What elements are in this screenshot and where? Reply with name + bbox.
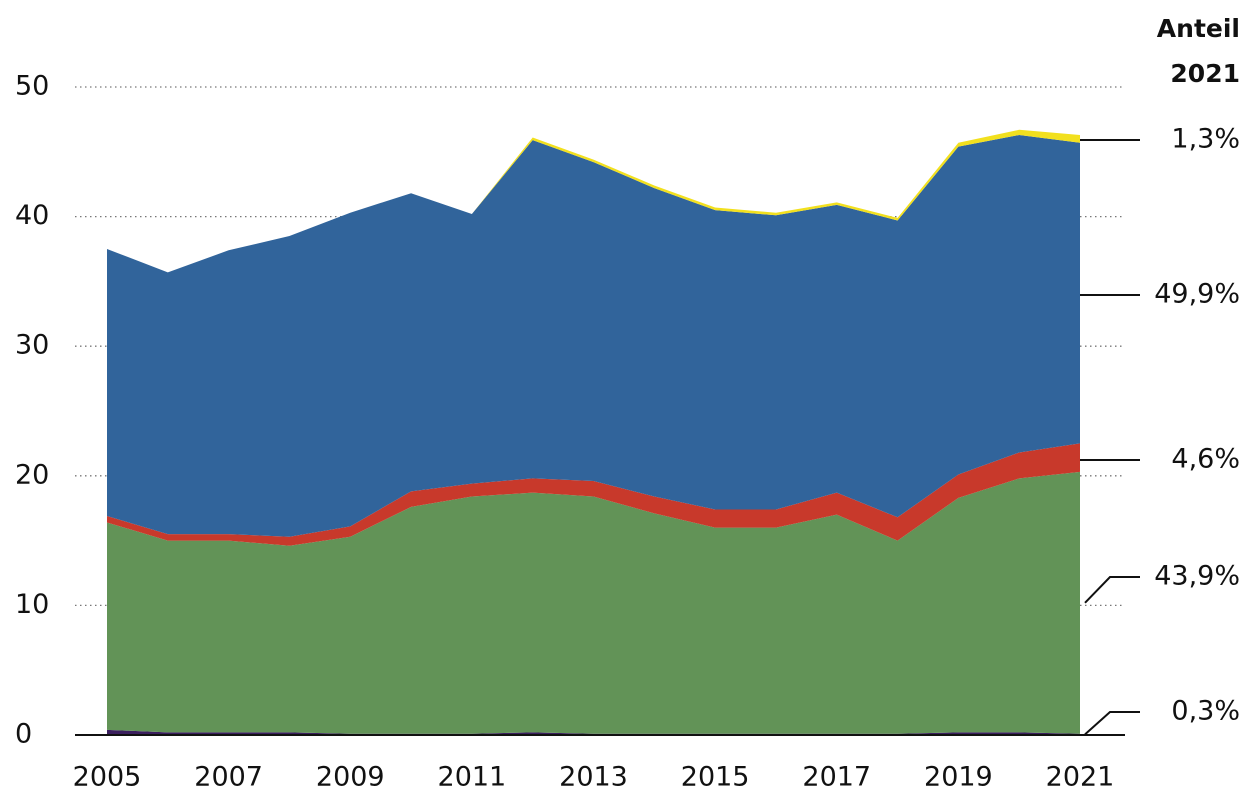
area <box>107 443 1080 546</box>
share-label: 1,3% <box>1171 124 1240 155</box>
y-tick-label: 40 <box>15 200 49 231</box>
share-label: 49,9% <box>1154 279 1240 310</box>
share-title: 2021 <box>1170 59 1240 88</box>
y-tick-label: 50 <box>15 71 49 102</box>
x-tick-label: 2021 <box>1046 762 1115 793</box>
x-tick-label: 2019 <box>924 762 993 793</box>
y-tick-label: 20 <box>15 459 49 490</box>
x-tick-label: 2005 <box>73 762 142 793</box>
area <box>107 134 1080 537</box>
x-tick-label: 2011 <box>438 762 507 793</box>
y-tick-label: 10 <box>15 589 49 620</box>
x-tick-label: 2007 <box>194 762 263 793</box>
y-tick-label: 0 <box>15 719 32 750</box>
share-label: 43,9% <box>1154 561 1240 592</box>
x-tick-label: 2015 <box>681 762 750 793</box>
area <box>107 471 1080 734</box>
x-tick-label: 2017 <box>802 762 871 793</box>
share-title: Anteil <box>1157 14 1240 43</box>
leader-line <box>1084 576 1140 604</box>
x-tick-label: 2009 <box>316 762 385 793</box>
x-tick-label: 2013 <box>559 762 628 793</box>
share-label: 4,6% <box>1171 444 1240 475</box>
leader-line <box>1084 711 1140 736</box>
share-label: 0,3% <box>1171 696 1240 727</box>
y-tick-label: 30 <box>15 330 49 361</box>
